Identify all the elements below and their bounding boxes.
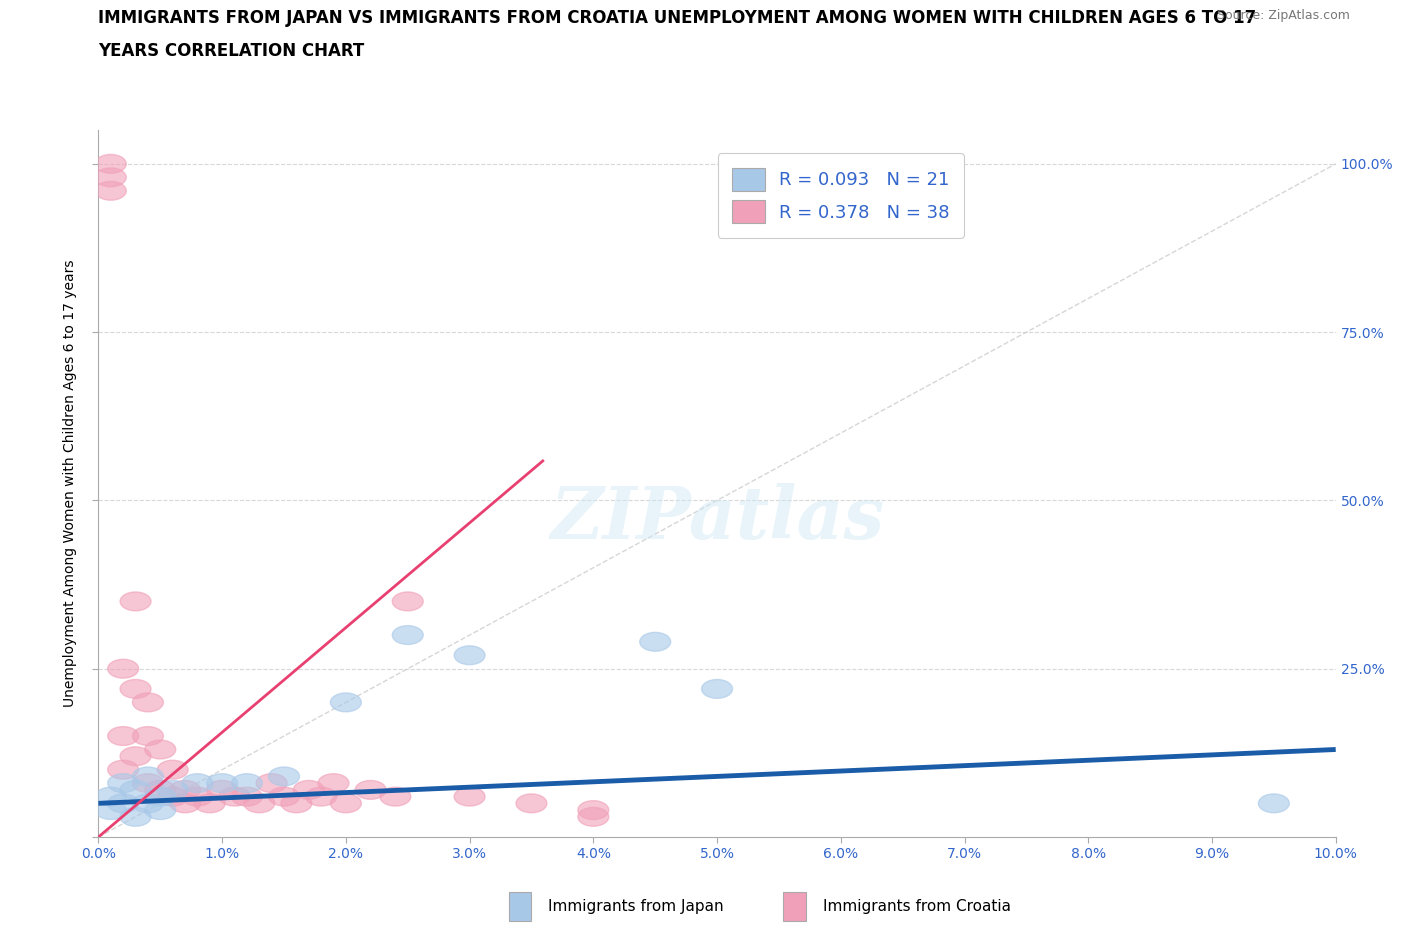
- Ellipse shape: [108, 774, 139, 792]
- Ellipse shape: [330, 693, 361, 711]
- Ellipse shape: [120, 680, 150, 698]
- Text: Source: ZipAtlas.com: Source: ZipAtlas.com: [1216, 9, 1350, 22]
- Ellipse shape: [392, 626, 423, 644]
- Ellipse shape: [145, 801, 176, 819]
- Ellipse shape: [243, 794, 274, 813]
- Ellipse shape: [640, 632, 671, 651]
- Ellipse shape: [108, 726, 139, 746]
- Ellipse shape: [516, 794, 547, 813]
- Ellipse shape: [269, 787, 299, 806]
- Ellipse shape: [232, 787, 263, 806]
- Text: Immigrants from Japan: Immigrants from Japan: [548, 899, 724, 914]
- Text: ZIPatlas: ZIPatlas: [550, 484, 884, 554]
- Ellipse shape: [108, 659, 139, 678]
- Ellipse shape: [207, 774, 238, 792]
- Text: Immigrants from Croatia: Immigrants from Croatia: [823, 899, 1011, 914]
- Ellipse shape: [330, 794, 361, 813]
- Ellipse shape: [108, 760, 139, 779]
- Ellipse shape: [96, 181, 127, 200]
- Ellipse shape: [702, 680, 733, 698]
- Ellipse shape: [454, 645, 485, 665]
- Ellipse shape: [181, 774, 212, 792]
- Ellipse shape: [219, 787, 250, 806]
- Ellipse shape: [356, 780, 387, 799]
- Ellipse shape: [120, 592, 150, 611]
- Text: IMMIGRANTS FROM JAPAN VS IMMIGRANTS FROM CROATIA UNEMPLOYMENT AMONG WOMEN WITH C: IMMIGRANTS FROM JAPAN VS IMMIGRANTS FROM…: [98, 9, 1257, 27]
- Ellipse shape: [145, 740, 176, 759]
- Y-axis label: Unemployment Among Women with Children Ages 6 to 17 years: Unemployment Among Women with Children A…: [63, 259, 77, 708]
- Ellipse shape: [132, 774, 163, 792]
- Ellipse shape: [120, 807, 150, 826]
- Ellipse shape: [1258, 794, 1289, 813]
- Ellipse shape: [132, 794, 163, 813]
- Ellipse shape: [96, 801, 127, 819]
- Text: YEARS CORRELATION CHART: YEARS CORRELATION CHART: [98, 42, 364, 60]
- Ellipse shape: [157, 787, 188, 806]
- Ellipse shape: [157, 760, 188, 779]
- Ellipse shape: [181, 787, 212, 806]
- Ellipse shape: [281, 794, 312, 813]
- Ellipse shape: [96, 154, 127, 173]
- Legend: R = 0.093   N = 21, R = 0.378   N = 38: R = 0.093 N = 21, R = 0.378 N = 38: [717, 153, 965, 238]
- Ellipse shape: [256, 774, 287, 792]
- Ellipse shape: [145, 780, 176, 799]
- Ellipse shape: [96, 787, 127, 806]
- Ellipse shape: [170, 780, 201, 799]
- Ellipse shape: [294, 780, 325, 799]
- Ellipse shape: [454, 787, 485, 806]
- Ellipse shape: [96, 168, 127, 187]
- Ellipse shape: [132, 767, 163, 786]
- Ellipse shape: [194, 794, 225, 813]
- Ellipse shape: [207, 780, 238, 799]
- Ellipse shape: [170, 794, 201, 813]
- Ellipse shape: [132, 726, 163, 746]
- Ellipse shape: [132, 693, 163, 711]
- Ellipse shape: [157, 780, 188, 799]
- Ellipse shape: [578, 807, 609, 826]
- Ellipse shape: [120, 780, 150, 799]
- Ellipse shape: [108, 794, 139, 813]
- Ellipse shape: [305, 787, 336, 806]
- Ellipse shape: [392, 592, 423, 611]
- Ellipse shape: [145, 787, 176, 806]
- Ellipse shape: [318, 774, 349, 792]
- Ellipse shape: [380, 787, 411, 806]
- Ellipse shape: [269, 767, 299, 786]
- Ellipse shape: [578, 801, 609, 819]
- Ellipse shape: [232, 774, 263, 792]
- Ellipse shape: [120, 747, 150, 765]
